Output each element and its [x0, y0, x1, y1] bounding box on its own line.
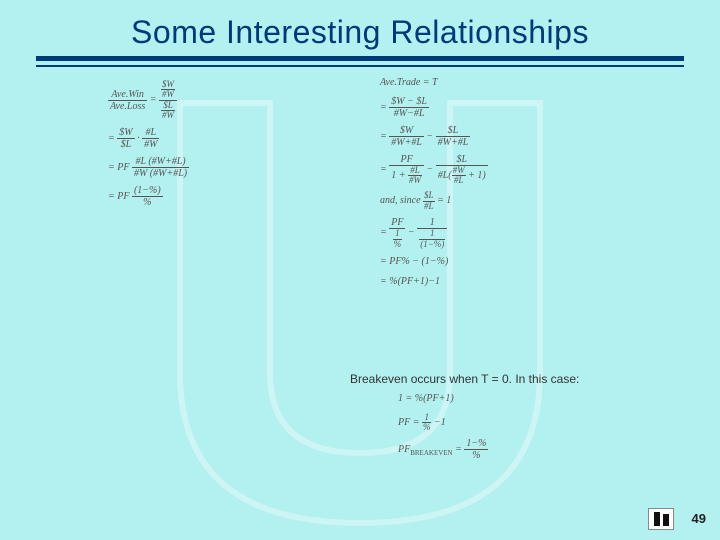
- eq-text: 1 +: [391, 170, 408, 181]
- eq-text: $W − $L: [389, 96, 429, 108]
- eq-text: Ave.Loss: [108, 101, 147, 112]
- eq-text: #L: [142, 127, 159, 139]
- eq-r2: = $W#W+#L − $L#W+#L: [380, 125, 640, 148]
- eq-text: PF =: [398, 417, 422, 428]
- title-rule-thin: [36, 65, 684, 67]
- eq-text: %: [422, 423, 432, 432]
- eq-b2: PF = 1% −1: [398, 413, 618, 433]
- eq-l4: = PF (1−%)%: [108, 185, 268, 208]
- eq-text: $W: [389, 125, 424, 137]
- eq-l2: = $W$L · #L#W: [108, 127, 268, 150]
- eq-l3: = PF #L (#W+#L)#W (#W+#L): [108, 156, 268, 179]
- equations-breakeven: 1 = %(PF+1) PF = 1% −1 PFBREAKEVEN = 1−%…: [398, 392, 618, 467]
- eq-text: #W+#L: [436, 137, 471, 148]
- eq-text: #W: [161, 111, 175, 120]
- eq-text: %: [132, 197, 163, 208]
- eq-r1: = $W − $L#W−#L: [380, 96, 640, 119]
- footer-logo: [648, 508, 674, 530]
- eq-r0: Ave.Trade = T: [380, 76, 640, 90]
- eq-text: #L: [452, 176, 466, 185]
- eq-text: PF: [117, 162, 129, 173]
- eq-text: #W: [161, 90, 175, 99]
- page-number: 49: [692, 511, 706, 526]
- eq-text: #W (#W+#L): [132, 168, 189, 179]
- eq-text: #L (#W+#L): [132, 156, 189, 168]
- eq-text: 1−%: [464, 438, 488, 450]
- breakeven-note: Breakeven occurs when T = 0. In this cas…: [350, 372, 579, 386]
- eq-r5: = PF 1% − 1 1(1−%): [380, 217, 640, 249]
- eq-text: (1−%): [419, 240, 445, 249]
- eq-text: $L: [117, 139, 134, 150]
- eq-text: %: [393, 240, 403, 249]
- eq-text: $L: [436, 154, 488, 166]
- equations-left: Ave.WinAve.Loss = $W#W $L#W = $W$L · #L#…: [108, 80, 268, 214]
- eq-text: #W−#L: [389, 108, 429, 119]
- eq-l1: Ave.WinAve.Loss = $W#W $L#W: [108, 80, 268, 121]
- eq-text: Ave.Win: [108, 89, 147, 101]
- eq-r4: and, since $L#L = 1: [380, 191, 640, 211]
- eq-text: PF: [117, 191, 129, 202]
- eq-text: #W: [408, 176, 422, 185]
- eq-text: PF: [389, 154, 424, 166]
- eq-text: and, since: [380, 196, 423, 207]
- eq-text: #W+#L: [389, 137, 424, 148]
- eq-text: + 1): [466, 170, 486, 181]
- eq-r3: = PF 1 + #L#W − $L #L(#W#L + 1): [380, 154, 640, 186]
- eq-r7: = %(PF+1)−1: [380, 275, 640, 289]
- eq-text: #W: [142, 139, 159, 150]
- eq-text: (1−%): [132, 185, 163, 197]
- slide-title: Some Interesting Relationships: [0, 14, 720, 51]
- eq-b1: 1 = %(PF+1): [398, 392, 618, 407]
- eq-text: −1: [434, 417, 446, 428]
- eq-text: = 1: [437, 196, 451, 207]
- eq-b3: PFBREAKEVEN = 1−%%: [398, 438, 618, 461]
- eq-text: %: [464, 450, 488, 461]
- eq-text: #L: [423, 202, 435, 211]
- eq-text: BREAKEVEN: [410, 449, 452, 457]
- eq-text: $W: [117, 127, 134, 139]
- title-rule-thick: [36, 56, 684, 61]
- eq-text: $L: [436, 125, 471, 137]
- eq-text: PF: [398, 444, 410, 455]
- equations-right: Ave.Trade = T = $W − $L#W−#L = $W#W+#L −…: [380, 76, 640, 294]
- eq-r6: = PF% − (1−%): [380, 255, 640, 269]
